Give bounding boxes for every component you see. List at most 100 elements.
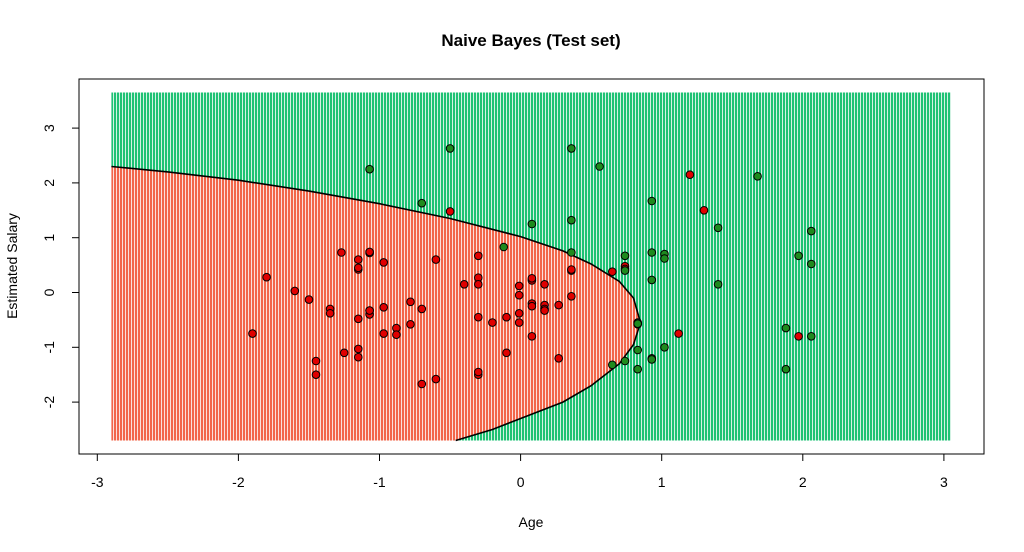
data-point-class-0 (514, 281, 524, 291)
data-point-class-0 (379, 329, 389, 338)
data-point-class-1 (660, 254, 669, 263)
y-axis-label: Estimated Salary (4, 213, 20, 319)
data-point-class-1 (567, 144, 576, 153)
data-point-class-1 (781, 364, 791, 374)
decision-boundary (111, 165, 642, 442)
data-point-class-0 (514, 318, 524, 327)
data-point-class-0 (248, 329, 257, 338)
data-point-class-0 (379, 303, 389, 312)
data-point-class-1 (620, 251, 630, 261)
x-tick-label: -3 (91, 474, 104, 490)
data-point-class-0 (674, 329, 683, 338)
data-point-class-0 (794, 332, 803, 341)
data-point-class-0 (337, 248, 346, 257)
data-point-class-1 (445, 144, 455, 153)
data-point-class-1 (794, 251, 803, 261)
data-point-class-1 (567, 248, 576, 257)
data-point-class-0 (406, 297, 415, 307)
x-tick-label: -2 (232, 474, 245, 490)
data-point-class-0 (567, 292, 576, 301)
data-point-class-0 (514, 290, 524, 300)
region-class-1 (111, 92, 951, 441)
data-point-class-0 (311, 356, 321, 366)
data-point-class-0 (554, 300, 564, 310)
data-point-class-1 (365, 164, 374, 174)
y-tick-label: 2 (41, 179, 57, 187)
data-point-class-1 (633, 345, 643, 355)
data-point-class-0 (365, 247, 374, 257)
data-point-class-0 (554, 354, 564, 363)
data-point-class-0 (459, 280, 469, 289)
data-point-class-1 (647, 196, 657, 206)
data-point-class-0 (417, 304, 427, 314)
data-point-class-0 (304, 295, 314, 304)
data-point-class-0 (474, 312, 483, 322)
data-point-class-0 (474, 251, 483, 261)
data-point-class-1 (417, 198, 427, 208)
data-point-class-0 (445, 207, 455, 216)
data-point-class-0 (354, 344, 363, 354)
data-point-class-0 (339, 348, 349, 358)
data-point-class-1 (633, 319, 643, 329)
data-point-class-0 (567, 265, 576, 274)
y-tick-label: 3 (41, 124, 57, 132)
data-point-class-0 (379, 258, 389, 267)
data-point-class-0 (474, 367, 483, 377)
decision-boundary-line (111, 165, 642, 442)
data-point-class-0 (290, 286, 300, 296)
data-point-class-1 (647, 275, 657, 285)
y-tick-label: -1 (41, 341, 57, 354)
data-point-class-0 (325, 309, 335, 318)
data-point-class-0 (540, 280, 549, 289)
region-class-0-fill (111, 166, 641, 441)
data-point-class-0 (392, 330, 401, 340)
data-point-class-1 (567, 215, 576, 225)
y-axis: -2 -1 0 1 2 3 (41, 124, 80, 409)
data-point-class-1 (781, 323, 791, 333)
data-point-class-0 (514, 309, 524, 318)
data-point-class-1 (713, 223, 723, 233)
data-point-class-1 (807, 226, 816, 236)
x-tick-label: 0 (517, 474, 525, 490)
region-class-1-fill (111, 92, 951, 441)
data-point-class-1 (807, 332, 816, 341)
data-point-class-1 (499, 242, 509, 252)
data-point-class-0 (417, 379, 427, 389)
data-point-class-0 (527, 332, 537, 341)
chart-title: Naive Bayes (Test set) (441, 31, 620, 50)
data-point-class-0 (406, 320, 415, 329)
data-point-class-1 (608, 360, 617, 370)
data-point-class-0 (431, 374, 441, 384)
x-tick-label: 1 (658, 474, 666, 490)
data-point-class-1 (527, 219, 537, 229)
data-point-class-0 (527, 301, 537, 311)
data-point-class-0 (431, 255, 441, 264)
data-point-class-0 (685, 170, 695, 179)
y-tick-label: 1 (41, 234, 57, 242)
data-point-class-0 (354, 314, 363, 324)
x-axis: -3 -2 -1 0 1 2 3 (91, 453, 948, 490)
data-point-class-0 (354, 255, 363, 264)
data-point-class-1 (660, 343, 669, 352)
data-point-class-1 (647, 355, 657, 364)
data-points (248, 144, 816, 389)
data-point-class-0 (608, 267, 617, 277)
data-point-class-0 (474, 280, 483, 289)
data-point-class-1 (807, 259, 816, 269)
data-point-class-1 (620, 266, 630, 275)
region-class-0 (111, 166, 641, 441)
data-point-class-0 (699, 206, 709, 215)
data-point-class-0 (502, 348, 511, 358)
data-point-class-1 (647, 248, 657, 257)
y-tick-label: -2 (41, 396, 57, 409)
data-point-class-1 (620, 356, 630, 366)
data-point-class-0 (540, 306, 549, 315)
data-point-class-0 (311, 370, 321, 380)
data-point-class-1 (753, 172, 762, 181)
y-tick-label: 0 (41, 288, 57, 296)
data-point-class-0 (365, 306, 374, 315)
data-point-class-0 (354, 352, 363, 362)
data-point-class-0 (262, 272, 271, 282)
data-point-class-0 (502, 312, 511, 322)
